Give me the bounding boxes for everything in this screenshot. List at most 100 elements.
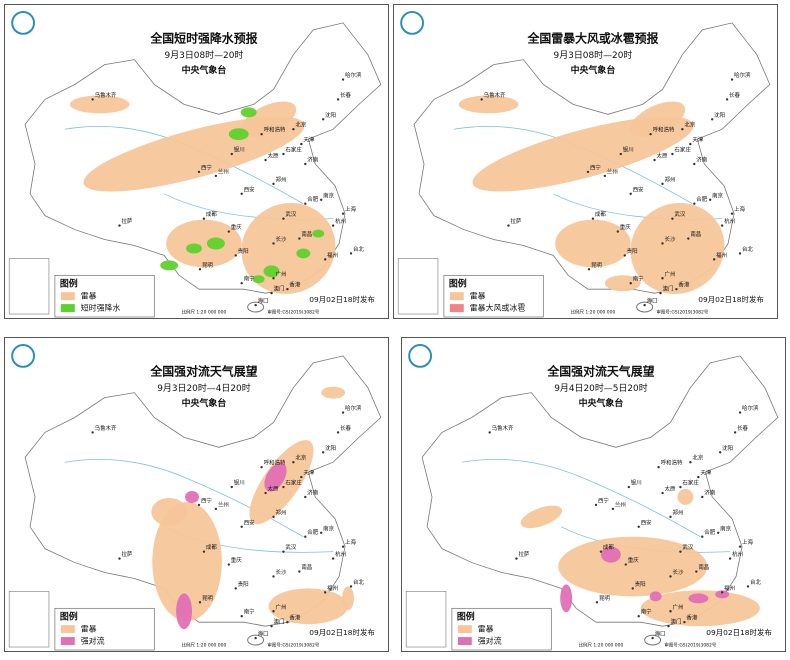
hainan [247,634,265,646]
map-time: 9月4日20时—5日20时 [554,382,647,394]
city-dot [336,431,340,434]
city-dot [619,152,622,156]
city-dot [272,182,275,186]
city-label: 拉萨 [121,550,132,558]
city-label: 天津 [700,470,711,477]
city-label: 福州 [327,584,338,592]
city-dot [320,198,323,201]
city-label: 西宁 [201,496,212,504]
city-dot [717,531,720,534]
city-dot [591,217,595,220]
city-label: 合肥 [307,195,318,203]
city-dot [341,78,345,81]
city-label: 南京 [323,524,334,532]
city-label: 合肥 [307,528,318,536]
issue-time: 09月02日18时发布 [309,294,375,304]
hainan [644,634,662,646]
city-dot [264,491,267,495]
city-dot [227,563,230,566]
city-label: 重庆 [628,556,639,564]
city-label: 澳门 [663,285,674,293]
legend-label: 雷暴大风或冰雹 [470,303,526,313]
legend-label: 强对流 [478,636,502,646]
city-dot [725,98,729,101]
city-dot [349,585,353,588]
city-label: 武汉 [285,543,296,551]
map-agency: 中央气象台 [182,397,227,409]
map-time: 9月3日20时—4日20时 [157,382,250,394]
city-dot [264,158,267,162]
weather-area [186,243,202,254]
map-title: 全国短时强降水预报 [149,31,257,45]
city-label: 南昌 [698,563,709,571]
map-time: 9月3日08时—20时 [165,49,244,61]
legend-swatch [457,637,472,646]
logo [408,343,433,368]
city-label: 贵阳 [627,247,638,255]
weather-area [160,260,179,271]
city-dot [214,174,218,178]
city-label: 西安 [244,518,255,526]
city-label: 太原 [665,485,676,493]
map-time: 9月3日08时—20时 [554,49,633,61]
legend-title: 图例 [60,278,78,290]
city-label: 天津 [303,137,314,144]
city-label: 石家庄 [682,479,699,487]
city-dot [649,132,652,136]
city-dot [272,610,275,613]
city-dot [728,557,732,560]
weather-area [151,497,188,526]
city-dot [227,230,230,233]
city-label: 贵阳 [635,580,646,588]
city-label: 武汉 [682,543,693,551]
city-dot [667,624,670,628]
city-dot [586,170,590,174]
city-dot [623,254,626,257]
city-dot [637,525,640,528]
city-label: 南昌 [301,563,312,571]
city-label: 西安 [633,185,644,193]
legend-label: 雷暴 [81,292,97,301]
logo [400,10,425,35]
legend-swatch [60,637,75,646]
city-label: 成都 [595,210,606,218]
weather-area [296,248,311,259]
city-label: 长春 [340,424,351,432]
city-dot [629,282,632,285]
city-label: 南宁 [244,608,255,616]
city-dot [260,465,263,469]
city-label: 福州 [724,584,735,592]
city-label: 南宁 [633,275,644,283]
city-label: 南昌 [301,230,312,238]
city-dot [198,601,202,604]
map-agency: 中央气象台 [579,397,624,409]
city-dot [669,610,672,613]
legend-label: 雷暴 [81,625,97,634]
weather-area [321,386,346,399]
city-dot [272,242,275,245]
weather-area [600,546,621,563]
city-label: 上海 [345,538,356,546]
city-label: 乌鲁木齐 [484,91,506,99]
city-label: 沈阳 [325,444,336,452]
city-label: 重庆 [231,556,242,564]
city-dot [507,224,510,227]
city-dot [669,575,672,578]
approval-note: 审图号:GS(2019)3082号 [267,642,319,649]
city-label: 郑州 [275,508,286,516]
logo [11,10,36,35]
city-label: 杭州 [724,217,735,225]
city-label: 贵阳 [238,247,249,255]
city-dot [230,152,233,156]
weather-area [649,591,662,602]
city-label: 北京 [684,121,695,129]
weather-area [458,95,519,114]
city-label: 昆明 [202,262,213,269]
city-label: 郑州 [664,175,675,183]
city-label: 西安 [641,518,652,526]
city-label: 长沙 [664,235,675,243]
weather-area [252,275,265,284]
city-dot [240,615,243,618]
city-label: 广州 [275,603,286,611]
approval-note: 审图号:GS(2019)3082号 [656,309,708,316]
